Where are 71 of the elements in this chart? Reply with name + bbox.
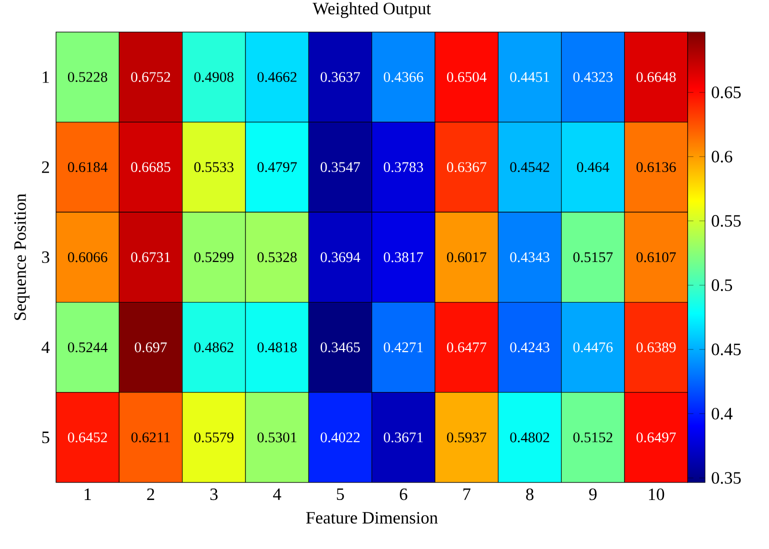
data-label: 0.4818: [257, 342, 297, 352]
data-label: 0.4451: [510, 72, 550, 82]
x-tick-label: 3: [210, 488, 218, 500]
chart-title: Weighted Output: [312, 2, 431, 18]
data-label: 0.5533: [194, 162, 234, 172]
data-label: 0.6211: [131, 432, 170, 442]
data-label: 0.6367: [447, 162, 486, 172]
data-label: 0.3671: [384, 432, 423, 442]
x-tick-label: 7: [463, 488, 470, 500]
color-bar-label: 0.65: [712, 86, 741, 98]
x-axis-title: Feature Dimension: [306, 512, 438, 524]
data-label: 0.5244: [68, 342, 108, 352]
data-label: 0.6752: [131, 72, 170, 82]
color-bar-label: 0.55: [712, 214, 741, 227]
data-label: 0.4271: [384, 342, 423, 352]
data-label: 0.3694: [320, 252, 360, 262]
data-label: 0.4542: [510, 162, 550, 172]
data-label: 0.697: [134, 342, 167, 352]
data-label: 0.5157: [573, 252, 613, 262]
data-label: 0.3637: [320, 72, 360, 82]
data-label: 0.464: [577, 162, 610, 172]
data-label: 0.6136: [636, 162, 676, 172]
data-label: 0.3465: [320, 342, 360, 352]
data-label: 0.5152: [573, 432, 612, 442]
data-label: 0.4862: [194, 342, 234, 352]
data-label: 0.6497: [636, 432, 676, 442]
data-label: 0.5299: [194, 252, 234, 262]
x-tick-label: 1: [84, 488, 91, 500]
data-label: 0.5328: [257, 252, 297, 262]
color-bar-label: 0.6: [712, 150, 732, 162]
data-label: 0.4343: [510, 252, 550, 262]
data-label: 0.6477: [447, 342, 486, 352]
color-bar-label: 0.35: [712, 472, 741, 484]
data-label: 0.5301: [257, 432, 296, 442]
data-label: 0.4662: [257, 72, 296, 82]
data-label: 0.4366: [384, 72, 424, 82]
data-label: 0.6452: [68, 432, 107, 442]
data-label: 0.5937: [447, 432, 486, 442]
data-label: 0.4908: [194, 72, 234, 82]
data-label: 0.4802: [510, 432, 550, 442]
data-label: 0.4476: [573, 342, 613, 352]
data-label: 0.6017: [447, 252, 486, 262]
color-bar-label: 0.4: [712, 408, 732, 420]
data-label: 0.4022: [320, 432, 360, 442]
data-label: 0.6685: [131, 162, 170, 172]
data-label: 0.3547: [320, 162, 360, 172]
y-tick-label: 5: [42, 432, 50, 444]
y-tick-label: 2: [42, 161, 49, 173]
y-axis-title: Sequence Position: [14, 194, 30, 320]
data-label: 0.5579: [194, 432, 234, 442]
data-label: 0.4243: [510, 342, 550, 352]
data-label: 0.6184: [68, 162, 108, 172]
color-bar-label: 0.45: [712, 344, 741, 356]
color-bar-label: 0.5: [712, 279, 732, 292]
data-label: 0.6389: [636, 342, 676, 352]
x-tick-label: 8: [526, 488, 534, 500]
data-label: 0.4797: [257, 162, 297, 172]
x-tick-label: 4: [273, 488, 282, 500]
y-tick-label: 3: [42, 251, 50, 263]
data-label: 0.3817: [384, 252, 424, 262]
data-label: 0.5228: [68, 72, 108, 82]
x-tick-label: 9: [589, 488, 597, 500]
data-label: 0.3783: [384, 162, 424, 172]
y-tick-label: 4: [42, 342, 50, 353]
y-tick-label: 1: [42, 71, 49, 83]
x-tick-label: 10: [648, 488, 664, 500]
x-tick-label: 2: [147, 488, 154, 500]
data-label: 0.6648: [636, 72, 676, 82]
x-tick-label: 5: [336, 488, 344, 500]
data-label: 0.6731: [131, 252, 170, 262]
x-tick-label: 6: [400, 488, 408, 500]
